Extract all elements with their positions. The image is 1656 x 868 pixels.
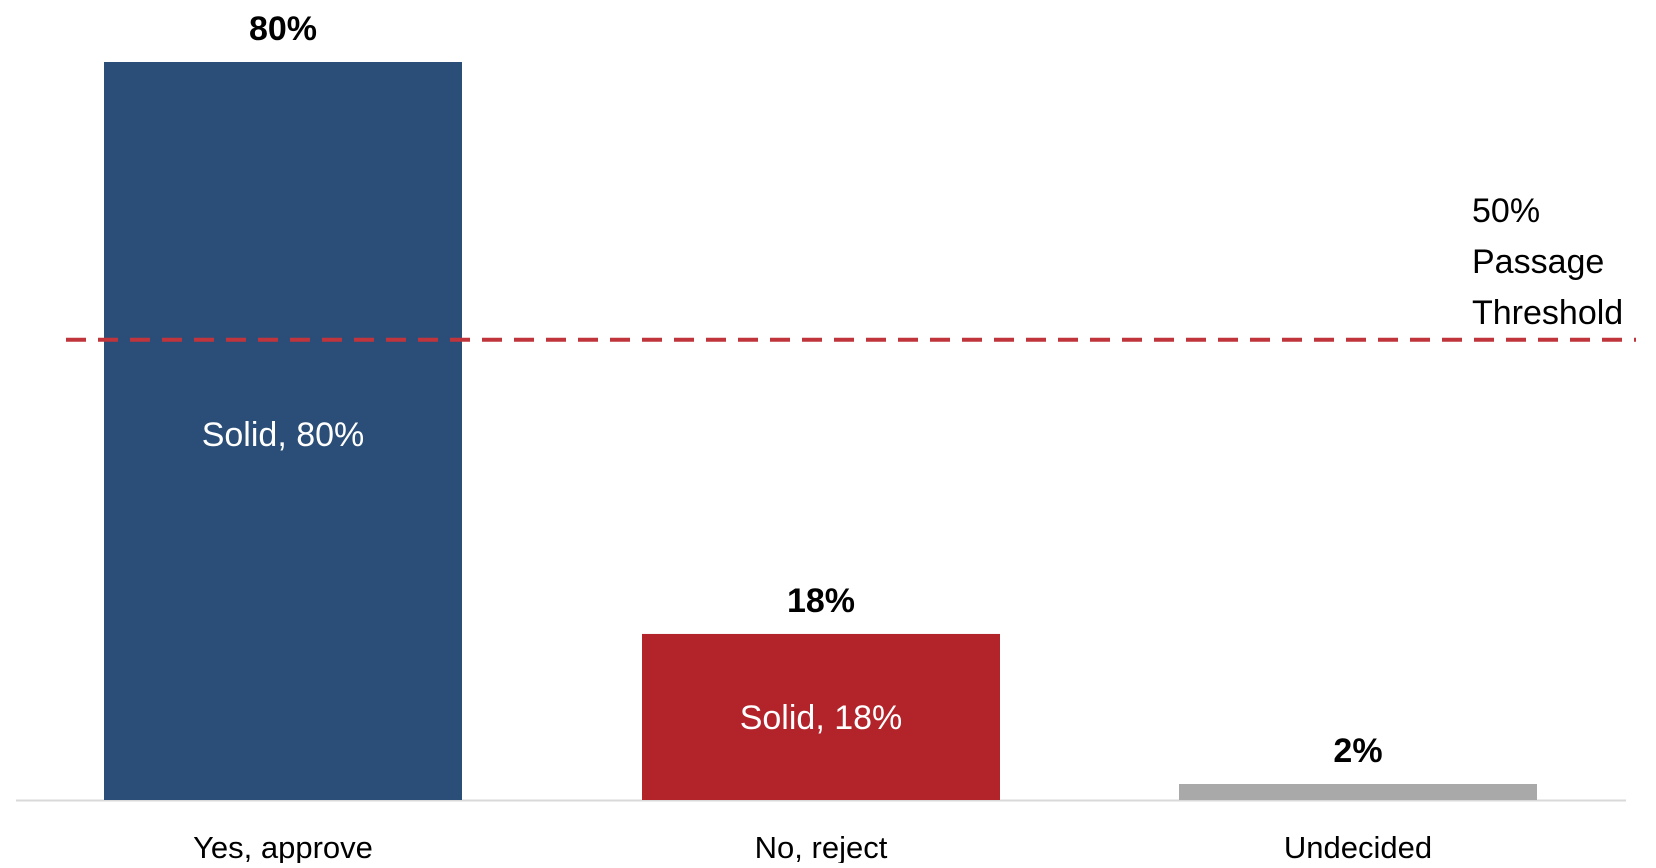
- category-label: No, reject: [755, 830, 888, 863]
- bar-undecided: [1179, 784, 1537, 800]
- bar-inner-label: Solid, 80%: [202, 416, 365, 454]
- data-label: 18%: [787, 582, 855, 620]
- threshold-label: Threshold: [1472, 294, 1623, 332]
- bar-inner-label: Solid, 18%: [740, 699, 903, 737]
- data-label: 80%: [249, 10, 317, 48]
- category-label: Yes, approve: [193, 830, 373, 863]
- threshold-label: Passage: [1472, 243, 1604, 281]
- data-label: 2%: [1333, 732, 1382, 770]
- bar-yes-approve: [104, 62, 462, 800]
- bar-no-reject: [642, 633, 1000, 800]
- threshold-label: 50%: [1472, 192, 1540, 230]
- category-label: Undecided: [1284, 830, 1432, 863]
